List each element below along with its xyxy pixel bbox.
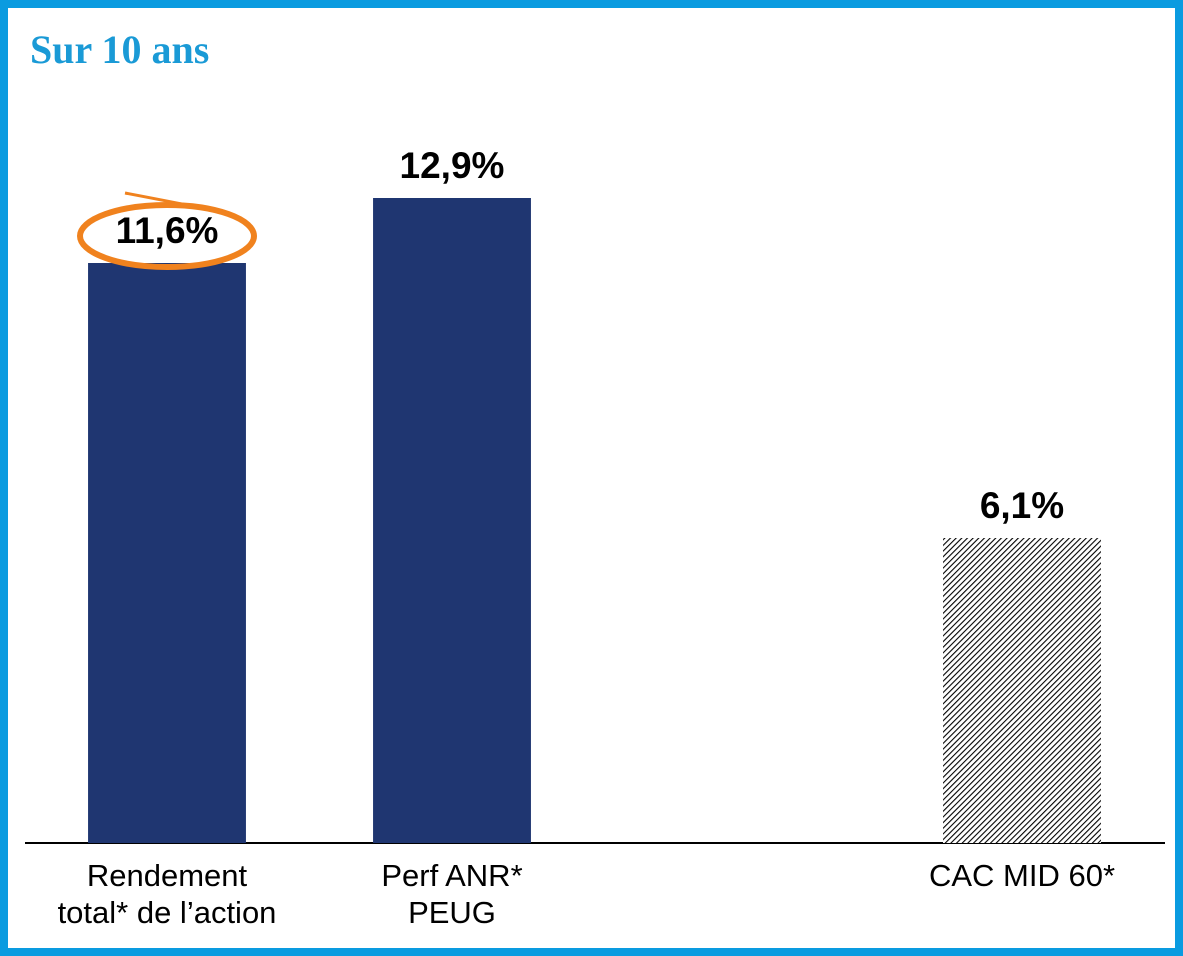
bar xyxy=(943,538,1101,843)
data-label: 12,9% xyxy=(400,145,505,186)
bar xyxy=(373,198,531,843)
data-label: 11,6% xyxy=(116,210,219,251)
x-tick-label: PEUG xyxy=(408,895,496,930)
x-tick-label: Rendement xyxy=(87,858,248,893)
x-tick-label: Perf ANR* xyxy=(381,858,522,893)
data-label: 6,1% xyxy=(980,485,1064,526)
chart-title: Sur 10 ans xyxy=(30,27,209,72)
highlight-tail xyxy=(124,191,198,209)
x-tick-label: total* de l’action xyxy=(58,895,277,930)
highlight-ring xyxy=(77,202,257,270)
bar xyxy=(88,263,246,843)
x-tick-label: CAC MID 60* xyxy=(929,858,1115,893)
